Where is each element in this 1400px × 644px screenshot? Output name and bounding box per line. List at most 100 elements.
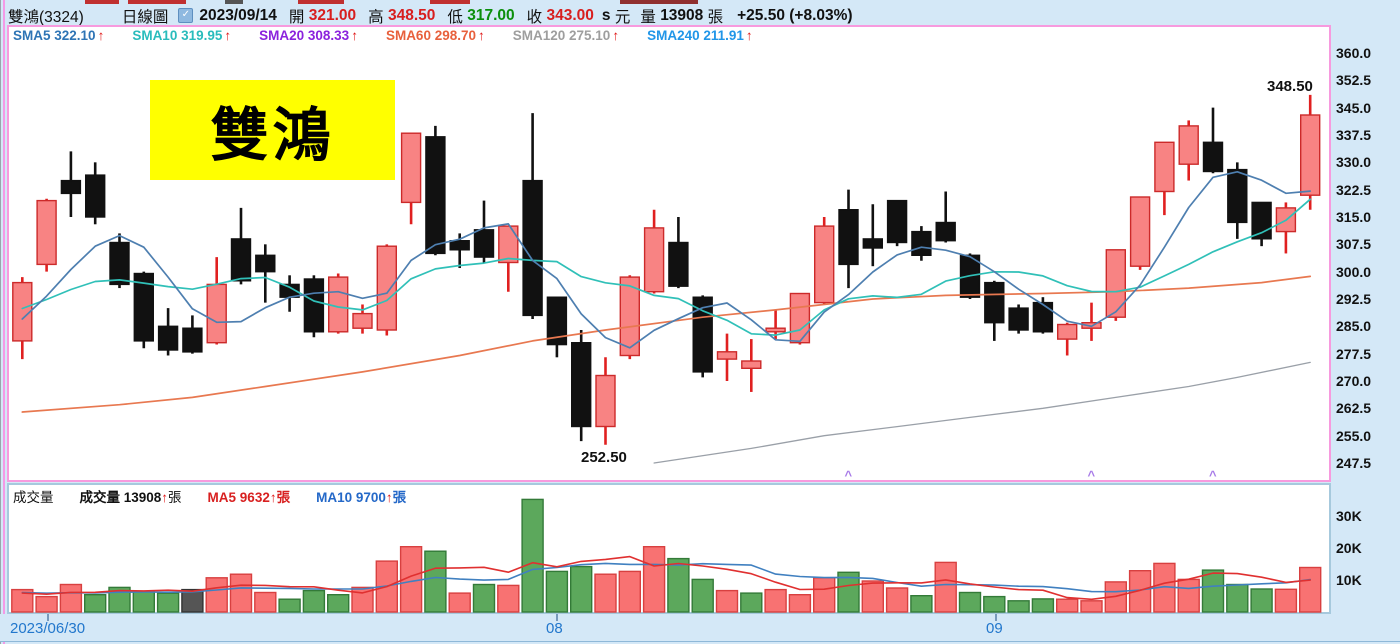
candlestick[interactable] [12,281,33,342]
candlestick[interactable] [814,225,835,304]
volume-bar[interactable] [1177,578,1200,613]
candlestick[interactable] [182,327,203,353]
candlestick[interactable] [838,208,859,266]
candlestick[interactable] [449,239,470,251]
volume-bar[interactable] [788,594,812,613]
volume-bar[interactable] [642,546,666,613]
volume-bar[interactable] [1250,588,1273,613]
volume-bar[interactable] [205,577,228,613]
volume-bar[interactable] [545,570,569,613]
volume-bar[interactable] [327,594,350,613]
volume-bar[interactable] [1007,600,1030,613]
candlestick[interactable] [498,225,519,264]
volume-bar[interactable] [497,584,520,613]
volume-bar[interactable] [108,586,131,613]
candlestick[interactable] [352,312,373,329]
candlestick[interactable] [425,136,446,255]
checkbox-icon[interactable]: ✓ [178,8,194,23]
candlestick[interactable] [328,276,349,333]
candlestick[interactable] [595,374,616,428]
volume-bar[interactable] [11,588,34,613]
volume-bar[interactable] [254,591,277,613]
volume-bar[interactable] [448,592,471,613]
candlestick[interactable] [60,179,82,195]
candlestick[interactable] [716,351,738,360]
volume-bar[interactable] [1055,598,1079,613]
candlestick[interactable] [1227,168,1248,224]
volume-bar[interactable] [934,561,957,613]
candlestick[interactable] [886,199,908,244]
candlestick[interactable] [668,241,689,287]
candlestick[interactable] [741,360,762,370]
volume-bar[interactable] [594,573,617,613]
volume-bar[interactable] [1201,569,1225,613]
volume-bar[interactable] [885,587,909,613]
candlestick[interactable] [400,132,422,204]
candlestick[interactable] [84,174,106,218]
candlestick[interactable] [789,292,811,344]
volume-bar[interactable] [740,592,763,613]
candlestick[interactable] [984,281,1005,324]
volume-bar[interactable] [691,578,714,613]
candlestick[interactable] [546,296,568,346]
volume-bar[interactable] [302,589,326,613]
candlestick[interactable] [1178,125,1199,165]
volume-bar[interactable] [764,588,787,613]
volume-bar[interactable] [229,573,253,613]
candlestick[interactable] [1154,141,1175,193]
volume-bar[interactable] [1298,566,1322,613]
candlestick[interactable] [1129,196,1151,267]
candlestick[interactable] [619,276,640,357]
candlestick[interactable] [303,278,325,333]
candlestick[interactable] [109,241,130,286]
volume-bar[interactable] [570,565,593,613]
candlestick[interactable] [765,327,786,333]
volume-bar[interactable] [59,583,83,613]
volume-bar[interactable] [132,590,156,613]
volume-bar[interactable] [813,577,836,613]
candlestick[interactable] [1032,301,1054,333]
candlestick[interactable] [1299,114,1321,196]
volume-bar[interactable] [35,595,58,613]
volume-bar[interactable] [472,583,496,613]
volume-bar[interactable] [667,557,690,613]
candlestick[interactable] [522,179,543,317]
candlestick[interactable] [935,221,956,242]
candlestick[interactable] [157,325,179,351]
candlestick[interactable] [862,238,883,249]
candlestick[interactable] [36,199,57,266]
candlestick[interactable] [1105,249,1127,318]
volume-bar[interactable] [910,595,933,613]
volume-bar[interactable] [983,595,1006,613]
candlestick[interactable] [1202,141,1224,173]
volume-bar[interactable] [837,571,860,613]
volume-bar[interactable] [278,598,301,613]
volume-bar[interactable] [1274,588,1298,613]
volume-bar[interactable] [715,589,739,613]
volume-bar[interactable] [1031,598,1055,613]
volume-bar[interactable] [83,594,107,613]
candlestick[interactable] [1056,323,1078,340]
volume-bar[interactable] [521,498,544,613]
candlestick[interactable] [376,245,397,331]
volume-bar[interactable] [618,570,641,613]
candlestick[interactable] [1008,307,1029,331]
candlestick[interactable] [206,283,227,344]
volume-bar[interactable] [1226,583,1249,613]
volume-bar[interactable] [181,588,204,613]
volume-bar[interactable] [351,586,374,613]
volume-bar[interactable] [424,550,447,613]
volume-bar[interactable] [1080,600,1103,613]
candlestick[interactable] [255,254,276,273]
candlestick[interactable] [473,229,495,258]
candlestick[interactable] [911,230,932,257]
volume-bar[interactable] [861,580,884,613]
volume-bar[interactable] [958,591,982,613]
volume-bar[interactable] [156,592,180,613]
candlestick[interactable] [643,227,665,293]
chart-type-selector[interactable]: 日線圖 [121,8,169,26]
candlestick[interactable] [571,342,592,428]
candlestick[interactable] [133,272,155,342]
candlestick[interactable] [230,238,252,282]
